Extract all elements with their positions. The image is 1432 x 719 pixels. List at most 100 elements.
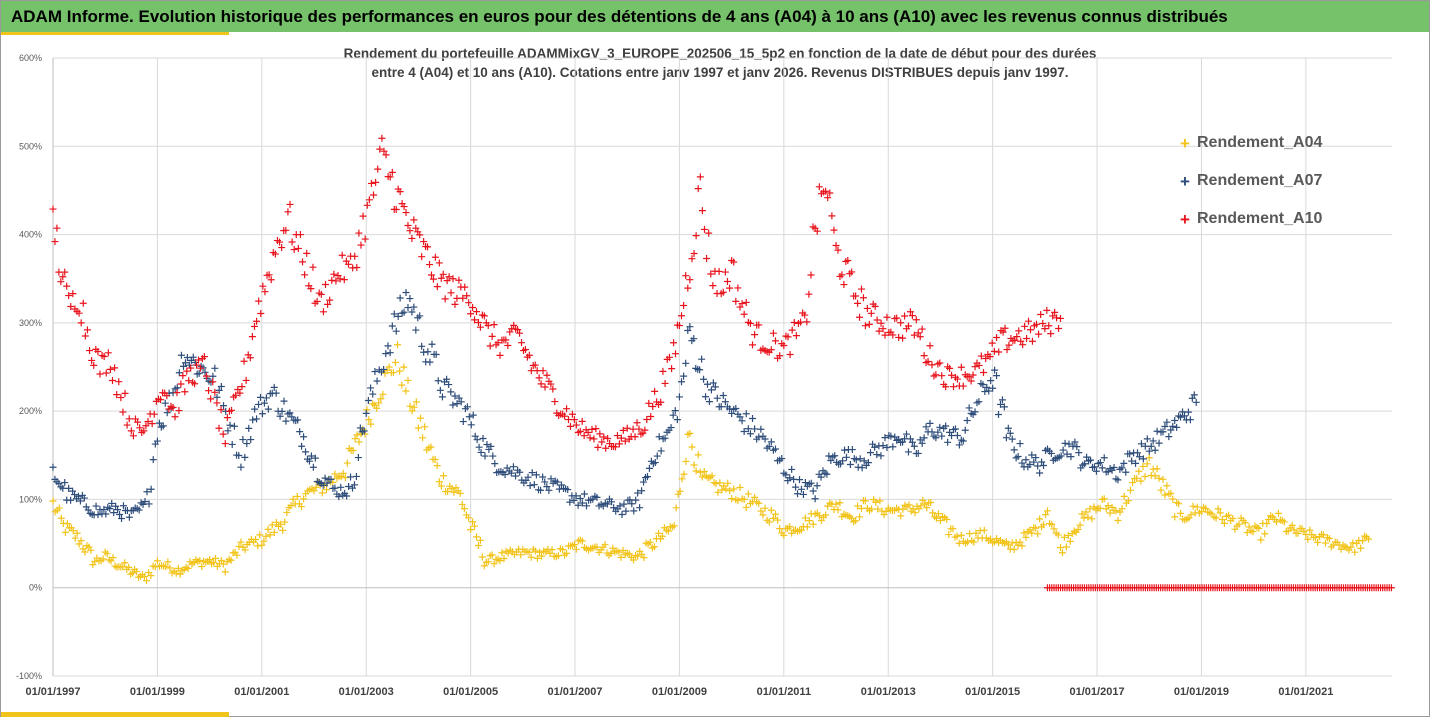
- data-point-marker: [392, 327, 400, 335]
- data-point-marker: [1169, 495, 1177, 503]
- data-point-marker: [1202, 505, 1210, 513]
- data-point-marker: [543, 483, 551, 491]
- data-point-marker: [943, 515, 951, 523]
- data-point-marker: [864, 459, 872, 467]
- data-point-marker: [406, 295, 414, 303]
- data-point-marker: [100, 353, 108, 361]
- data-point-marker: [300, 495, 308, 503]
- data-point-marker: [985, 387, 993, 395]
- data-point-marker: [217, 383, 225, 391]
- data-point-marker: [680, 470, 688, 478]
- data-point-marker: [1159, 475, 1167, 483]
- data-point-marker: [174, 564, 182, 572]
- data-point-marker: [703, 380, 711, 388]
- data-point-marker: [846, 461, 854, 469]
- data-point-marker: [751, 493, 759, 501]
- data-point-marker: [1016, 440, 1024, 448]
- data-point-marker: [842, 453, 850, 461]
- data-point-marker: [349, 446, 357, 454]
- data-point-marker: [121, 389, 129, 397]
- data-point-marker: [451, 392, 459, 400]
- data-point-marker: [264, 525, 272, 533]
- data-point-marker: [504, 342, 512, 350]
- data-point-marker: [1155, 439, 1163, 447]
- data-point-marker: [714, 488, 722, 496]
- data-point-marker: [970, 538, 978, 546]
- data-point-marker: [927, 499, 935, 507]
- data-point-marker: [159, 422, 167, 430]
- data-point-marker: [563, 405, 571, 413]
- data-point-marker: [1040, 521, 1048, 529]
- data-point-marker: [588, 425, 596, 433]
- data-point-marker: [664, 527, 672, 535]
- data-point-marker: [1214, 505, 1222, 513]
- data-point-marker: [404, 304, 412, 312]
- data-point-marker: [501, 470, 509, 478]
- data-point-marker: [963, 416, 971, 424]
- data-point-marker: [344, 260, 352, 268]
- data-point-marker: [114, 506, 122, 514]
- data-point-marker: [1157, 486, 1165, 494]
- data-point-marker: [69, 290, 77, 298]
- data-point-marker: [157, 396, 165, 404]
- data-point-marker: [1043, 306, 1051, 314]
- data-point-marker: [1071, 438, 1079, 446]
- data-point-marker: [326, 296, 334, 304]
- y-tick-label: 500%: [19, 141, 42, 151]
- data-point-marker: [353, 431, 361, 439]
- data-point-marker: [899, 334, 907, 342]
- data-point-marker: [223, 414, 231, 422]
- data-point-marker: [912, 316, 920, 324]
- data-point-marker: [465, 299, 473, 307]
- data-point-marker: [1043, 507, 1051, 515]
- data-point-marker: [1100, 495, 1108, 503]
- data-point-marker: [280, 397, 288, 405]
- data-point-marker: [1129, 479, 1137, 487]
- data-point-marker: [1173, 423, 1181, 431]
- data-point-marker: [995, 411, 1003, 419]
- data-point-marker: [918, 325, 926, 333]
- data-point-marker: [103, 550, 111, 558]
- data-point-marker: [477, 448, 485, 456]
- data-point-marker: [920, 434, 928, 442]
- data-point-marker: [153, 437, 161, 445]
- data-point-marker: [742, 410, 750, 418]
- data-point-marker: [408, 234, 416, 242]
- data-point-marker: [1059, 446, 1067, 454]
- data-point-marker: [175, 369, 183, 377]
- data-point-marker: [1243, 529, 1251, 537]
- data-point-marker: [469, 518, 477, 526]
- x-tick-label: 01/01/2015: [965, 686, 1020, 698]
- data-point-marker: [1143, 460, 1151, 468]
- data-point-marker: [474, 542, 482, 550]
- data-point-marker: [219, 560, 227, 568]
- data-point-marker: [761, 504, 769, 512]
- data-point-marker: [774, 516, 782, 524]
- data-point-marker: [1080, 514, 1088, 522]
- data-point-marker: [345, 482, 353, 490]
- data-point-marker: [340, 276, 348, 284]
- data-point-marker: [443, 277, 451, 285]
- data-point-marker: [858, 464, 866, 472]
- data-point-marker: [788, 326, 796, 334]
- data-point-marker: [388, 168, 396, 176]
- data-point-marker: [453, 294, 461, 302]
- data-point-marker: [145, 500, 153, 508]
- data-point-marker: [834, 246, 842, 254]
- data-point-marker: [1120, 459, 1128, 467]
- data-point-marker: [563, 549, 571, 557]
- data-point-marker: [822, 187, 830, 195]
- data-point-marker: [578, 499, 586, 507]
- data-point-marker: [417, 414, 425, 422]
- data-point-marker: [1023, 334, 1031, 342]
- data-point-marker: [307, 452, 315, 460]
- data-point-marker: [367, 420, 375, 428]
- data-point-marker: [926, 419, 934, 427]
- data-point-marker: [797, 318, 805, 326]
- data-point-marker: [133, 568, 141, 576]
- data-point-marker: [140, 427, 148, 435]
- data-point-marker: [370, 191, 378, 199]
- data-point-marker: [247, 436, 255, 444]
- data-point-marker: [195, 356, 203, 364]
- data-point-marker: [498, 549, 506, 557]
